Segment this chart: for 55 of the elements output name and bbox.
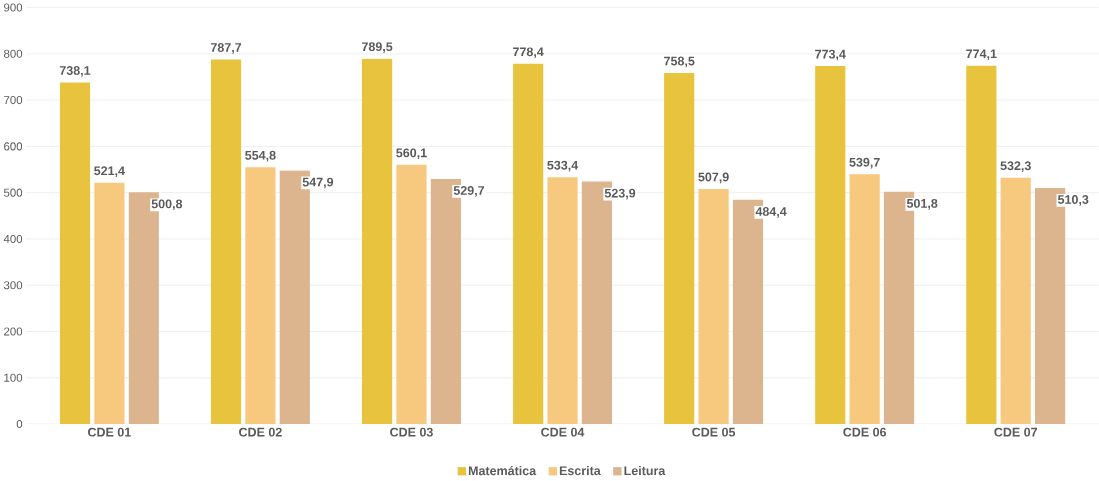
data-label: 484,4 <box>755 207 787 218</box>
y-tick-label: 600 <box>4 142 23 151</box>
bar <box>59 82 91 425</box>
x-tick-label: CDE 06 <box>843 427 887 437</box>
x-tick-label: CDE 03 <box>390 427 433 437</box>
data-label: 533,4 <box>547 160 579 172</box>
bar <box>1000 177 1031 425</box>
y-tick-label: 100 <box>4 373 23 382</box>
x-tick-label: CDE 02 <box>239 427 282 437</box>
bar <box>966 65 997 425</box>
legend-label: Leitura <box>624 466 666 476</box>
x-tick-label: CDE 04 <box>541 427 585 437</box>
bar <box>396 164 427 425</box>
y-tick-label: 800 <box>3 49 23 58</box>
data-label: 787,7 <box>210 43 242 54</box>
data-label: 789,5 <box>362 42 393 53</box>
data-label: 773,4 <box>815 49 846 61</box>
data-label: 560,1 <box>396 148 427 160</box>
bar <box>361 58 393 425</box>
bar <box>815 66 846 425</box>
legend-label: Escrita <box>559 466 601 476</box>
y-tick-label: 400 <box>3 234 23 244</box>
bar <box>94 182 125 425</box>
data-label: 774,1 <box>966 49 997 61</box>
legend-label: Matemática <box>468 466 537 476</box>
bar <box>513 63 544 425</box>
x-tick-label: CDE 01 <box>87 427 131 437</box>
bar <box>547 177 578 425</box>
bar <box>210 59 242 425</box>
data-label: 539,7 <box>849 157 880 169</box>
data-label: 510,3 <box>1057 195 1089 206</box>
data-label: 501,8 <box>906 199 938 210</box>
y-tick-label: 300 <box>3 281 23 290</box>
data-label: 778,4 <box>513 47 544 59</box>
data-label: 547,9 <box>302 177 334 189</box>
data-label: 521,4 <box>94 166 125 178</box>
data-label: 507,9 <box>698 172 729 184</box>
y-tick-label: 0 <box>16 420 23 429</box>
x-tick-label: CDE 07 <box>994 427 1038 437</box>
data-label: 758,5 <box>664 56 695 68</box>
data-label: 738,1 <box>59 66 91 77</box>
x-tick-label: CDE 05 <box>692 427 736 437</box>
bar <box>698 189 729 425</box>
y-tick-label: 200 <box>4 327 23 336</box>
y-tick-label: 500 <box>3 188 23 197</box>
y-tick-label: 900 <box>4 3 23 12</box>
data-label: 500,8 <box>151 199 183 211</box>
bar <box>245 167 276 425</box>
data-label: 529,7 <box>453 186 485 197</box>
bar <box>664 73 695 425</box>
data-label: 554,8 <box>245 150 276 162</box>
data-label: 523,9 <box>604 188 636 200</box>
y-tick-label: 700 <box>4 96 23 105</box>
data-label: 532,3 <box>1000 161 1031 173</box>
bar <box>849 174 880 425</box>
